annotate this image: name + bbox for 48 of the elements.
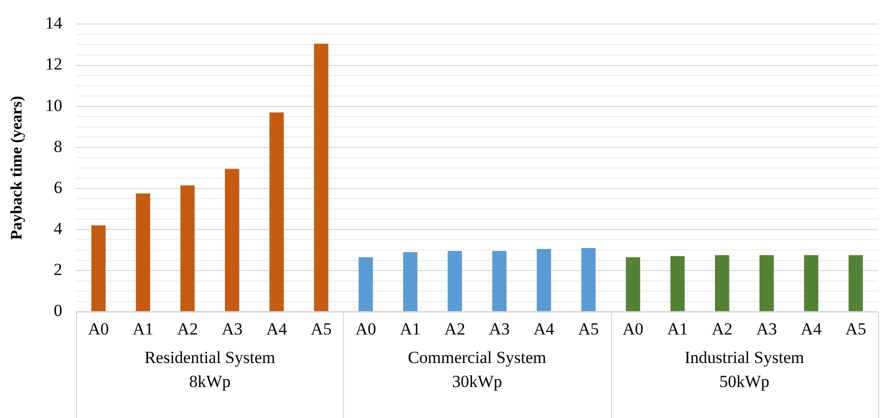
y-tick-label: 8	[54, 136, 62, 156]
y-tick-label: 12	[45, 54, 62, 74]
y-axis-title: Payback time (years)	[8, 96, 26, 240]
bar	[804, 255, 818, 312]
x-tick-label: A1	[400, 319, 421, 338]
bar	[581, 248, 596, 312]
x-tick-label: A2	[444, 319, 466, 338]
y-tick-label: 2	[54, 260, 62, 280]
x-tick-label: A3	[222, 319, 242, 338]
bar	[714, 255, 730, 312]
bar	[270, 112, 284, 312]
bar	[760, 255, 774, 312]
x-tick-label: A0	[622, 319, 644, 338]
text: Residential System 8kWp	[144, 348, 276, 392]
x-tick-label: A3	[756, 319, 778, 338]
x-tick-label: A1	[667, 319, 688, 338]
bar	[314, 44, 328, 312]
y-tick-label: 4	[54, 218, 63, 238]
bar	[136, 194, 150, 312]
bar	[492, 251, 506, 312]
x-tick-label: A5	[310, 319, 332, 338]
bar	[448, 251, 462, 312]
text: Industrial System 50kWp	[684, 348, 804, 392]
bar	[403, 252, 418, 312]
x-tick-label: A0	[88, 319, 109, 338]
x-tick-label: A5	[578, 319, 599, 338]
bar	[180, 185, 195, 312]
bar	[848, 255, 863, 312]
y-tick-label: 10	[45, 96, 62, 115]
y-tick-label: 0	[54, 301, 62, 320]
x-tick-label: A0	[355, 319, 376, 338]
x-tick-label: A2	[177, 319, 198, 338]
x-tick-label: A4	[534, 319, 555, 338]
bar	[224, 168, 240, 312]
bar	[91, 225, 106, 312]
bar	[626, 257, 640, 312]
y-tick-label: 6	[54, 178, 62, 197]
bar	[358, 257, 373, 312]
x-tick-label: A1	[132, 319, 154, 338]
x-tick-label: A4	[800, 319, 822, 338]
bar	[536, 248, 552, 312]
y-tick-label: 14	[45, 14, 63, 33]
x-tick-label: A3	[488, 319, 510, 338]
x-tick-label: A5	[845, 319, 866, 338]
x-tick-label: A4	[266, 319, 288, 338]
text: Commercial System 30kWp	[408, 348, 546, 392]
bar	[670, 256, 685, 312]
x-tick-label: A2	[712, 319, 732, 338]
